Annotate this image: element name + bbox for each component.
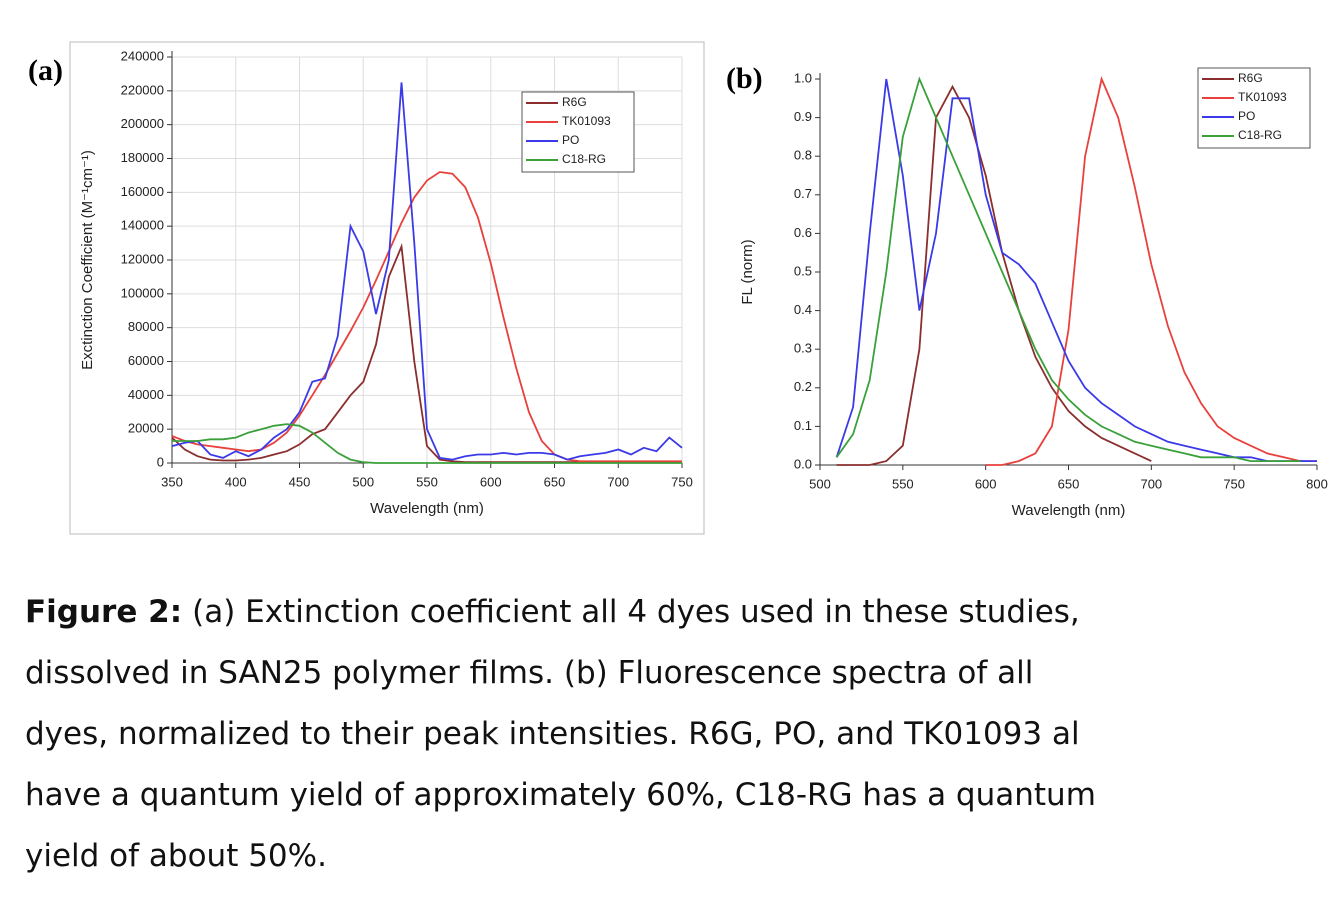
x-tick-label: 600 xyxy=(480,474,502,489)
legend-label: R6G xyxy=(562,95,587,109)
x-tick-label: 550 xyxy=(416,474,438,489)
panel-label: (a) xyxy=(28,54,63,87)
caption-line: have a quantum yield of approximately 60… xyxy=(25,777,1096,813)
series-line xyxy=(985,76,1317,466)
legend-label: PO xyxy=(562,133,579,147)
x-tick-label: 500 xyxy=(352,474,374,489)
x-tick-label: 400 xyxy=(225,474,247,489)
x-tick-label: 800 xyxy=(1306,476,1328,491)
y-tick-label: 0.2 xyxy=(794,379,812,394)
x-tick-label: 650 xyxy=(544,474,566,489)
y-tick-label: 180000 xyxy=(121,150,164,165)
legend-label: C18-RG xyxy=(1238,128,1282,142)
y-tick-label: 240000 xyxy=(121,48,164,63)
y-tick-label: 0.8 xyxy=(794,148,812,163)
caption-line: dissolved in SAN25 polymer films. (b) Fl… xyxy=(25,655,1033,691)
y-axis-title: FL (norm) xyxy=(739,239,756,304)
y-tick-label: 120000 xyxy=(121,251,164,266)
y-tick-label: 0.4 xyxy=(794,302,812,317)
y-tick-label: 100000 xyxy=(121,285,164,300)
caption-line: yield of about 50%. xyxy=(25,838,327,874)
y-tick-label: 0 xyxy=(157,454,164,469)
y-tick-label: 40000 xyxy=(128,387,164,402)
y-tick-label: 0.0 xyxy=(794,456,812,471)
y-tick-label: 200000 xyxy=(121,116,164,131)
legend-label: R6G xyxy=(1238,71,1263,85)
x-axis-title: Wavelength (nm) xyxy=(370,500,484,517)
caption-text: (a) Extinction coefficient all 4 dyes us… xyxy=(192,594,1080,630)
legend-label: PO xyxy=(1238,109,1255,123)
x-tick-label: 750 xyxy=(1223,476,1245,491)
caption-label: Figure 2: xyxy=(25,594,182,630)
y-tick-label: 0.1 xyxy=(794,418,812,433)
y-tick-label: 60000 xyxy=(128,353,164,368)
x-tick-label: 700 xyxy=(607,474,629,489)
series-line xyxy=(172,423,682,464)
panel-label: (b) xyxy=(726,62,763,95)
panel-frame xyxy=(69,41,705,535)
y-tick-label: 1.0 xyxy=(794,70,812,85)
caption-line: Figure 2: (a) Extinction coefficient all … xyxy=(25,594,1080,630)
legend-box xyxy=(521,91,635,173)
y-tick-label: 80000 xyxy=(128,319,164,334)
x-tick-label: 500 xyxy=(809,476,831,491)
x-tick-label: 450 xyxy=(289,474,311,489)
series-line xyxy=(836,84,1152,466)
y-tick-label: 0.5 xyxy=(794,263,812,278)
y-tick-label: 220000 xyxy=(121,82,164,97)
x-tick-label: 750 xyxy=(671,474,693,489)
x-tick-label: 350 xyxy=(161,474,183,489)
series-line xyxy=(171,171,682,463)
y-tick-label: 160000 xyxy=(121,184,164,199)
y-tick-label: 0.6 xyxy=(794,225,812,240)
x-tick-label: 600 xyxy=(975,476,997,491)
series-line xyxy=(171,82,683,461)
y-tick-label: 20000 xyxy=(128,421,164,436)
x-tick-label: 550 xyxy=(892,476,914,491)
y-tick-label: 0.7 xyxy=(794,186,812,201)
y-tick-label: 0.3 xyxy=(794,341,812,356)
legend-label: TK01093 xyxy=(1238,90,1287,104)
x-tick-label: 700 xyxy=(1140,476,1162,491)
legend-box xyxy=(1197,67,1311,149)
y-axis-title: Exctinction Coefficient (M⁻¹cm⁻¹) xyxy=(79,150,96,370)
y-tick-label: 140000 xyxy=(121,218,164,233)
x-tick-label: 650 xyxy=(1058,476,1080,491)
y-tick-label: 0.9 xyxy=(794,109,812,124)
caption-line: dyes, normalized to their peak intensiti… xyxy=(25,716,1080,752)
x-axis-title: Wavelength (nm) xyxy=(1012,502,1126,519)
legend-label: TK01093 xyxy=(562,114,611,128)
legend-label: C18-RG xyxy=(562,152,606,166)
series-line xyxy=(835,76,1301,462)
